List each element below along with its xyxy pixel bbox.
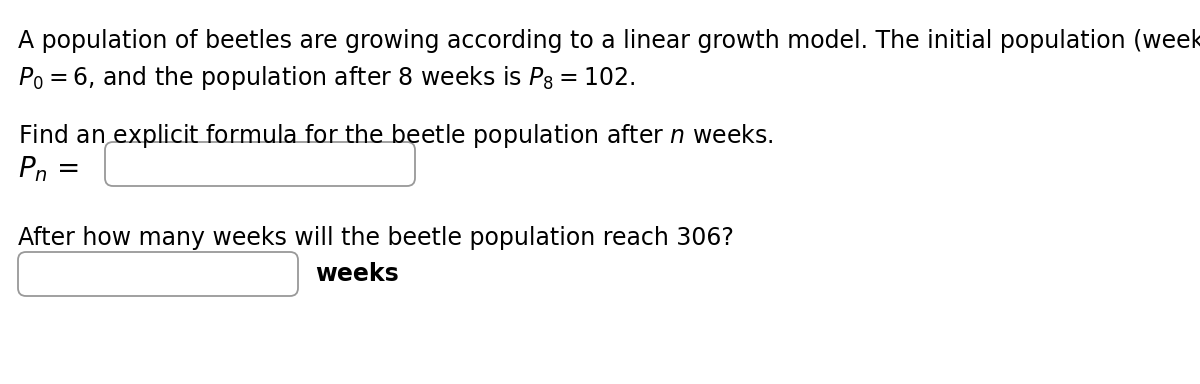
FancyBboxPatch shape	[18, 252, 298, 296]
FancyBboxPatch shape	[106, 142, 415, 186]
Text: $P_n$ =: $P_n$ =	[18, 154, 79, 184]
Text: $P_0 = 6$, and the population after 8 weeks is $P_8 = 102$.: $P_0 = 6$, and the population after 8 we…	[18, 64, 635, 92]
Text: weeks: weeks	[314, 262, 398, 286]
Text: A population of beetles are growing according to a linear growth model. The init: A population of beetles are growing acco…	[18, 29, 1200, 53]
Text: Find an explicit formula for the beetle population after $n$ weeks.: Find an explicit formula for the beetle …	[18, 122, 774, 150]
Text: After how many weeks will the beetle population reach 306?: After how many weeks will the beetle pop…	[18, 226, 734, 250]
